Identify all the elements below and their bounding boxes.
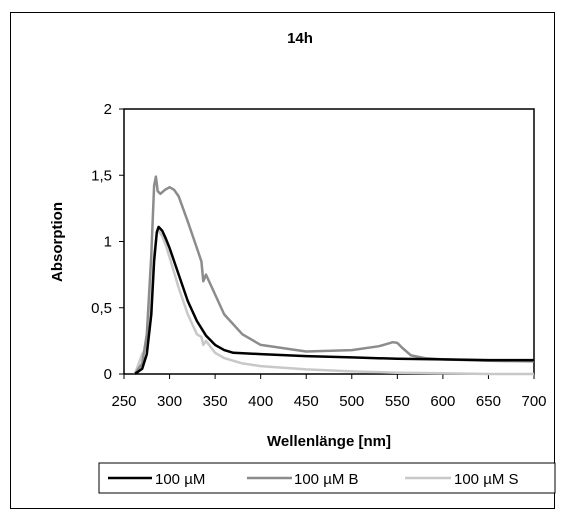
y-tick-label: 0: [104, 366, 112, 383]
chart-title: 14h: [287, 30, 313, 47]
legend: 100 µM 100 µM B 100 µM S: [98, 462, 556, 494]
x-tick-label: 250: [111, 393, 136, 410]
x-axis-title: Wellenlänge [nm]: [267, 433, 391, 450]
x-tick-label: 300: [157, 393, 182, 410]
series-line-1: [134, 225, 534, 376]
x-axis: 250 300 350 400 450 500 550 600 650 700: [111, 374, 547, 410]
x-tick-label: 700: [521, 393, 546, 410]
plot-area: [123, 108, 535, 375]
y-axis-title: Absorption: [49, 202, 66, 282]
legend-label: 100 µM B: [294, 471, 359, 488]
series-line-2: [133, 175, 535, 375]
series-layer: [133, 175, 535, 376]
x-tick-label: 450: [294, 393, 319, 410]
x-tick-label: 650: [476, 393, 501, 410]
x-tick-label: 600: [430, 393, 455, 410]
x-tick-label: 350: [203, 393, 228, 410]
y-tick-label: 1,5: [91, 167, 112, 184]
x-tick-label: 400: [248, 393, 273, 410]
legend-label: 100 µM: [155, 471, 205, 488]
y-tick-label: 0,5: [91, 300, 112, 317]
legend-box: [98, 462, 556, 494]
x-tick-label: 550: [385, 393, 410, 410]
y-tick-label: 2: [104, 101, 112, 118]
legend-label: 100 µM S: [454, 471, 519, 488]
y-tick-label: 1: [104, 234, 112, 251]
x-tick-label: 500: [339, 393, 364, 410]
y-axis: 0 0,5 1 1,5 2: [91, 101, 124, 383]
